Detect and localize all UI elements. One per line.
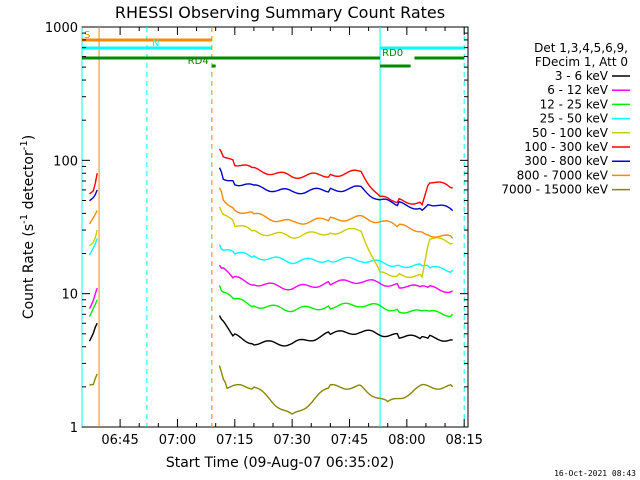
series-line-3-seg-1 — [218, 244, 454, 273]
series-line-1-seg-1 — [218, 264, 454, 294]
series-line-8-seg-1 — [218, 365, 454, 415]
status-bars: S N RD0 RD4 — [82, 30, 465, 68]
x-tick-label-2: 07:15 — [216, 433, 253, 448]
x-tick-label-5: 08:00 — [388, 433, 425, 448]
y-tick-label-0: 1 — [70, 421, 78, 436]
legend-label-5: 100 - 300 keV — [524, 140, 608, 154]
series-line-6-seg-1 — [218, 167, 454, 212]
y-tick-label-1: 10 — [61, 288, 78, 303]
x-tick-label-0: 06:45 — [101, 433, 138, 448]
series-lines — [88, 148, 454, 415]
axes: 1 10 100 1000 06:45 07:00 07:15 07:30 07:45 08:00… — [45, 21, 483, 448]
series-line-4-seg-1 — [218, 206, 454, 279]
x-tick-label-1: 07:00 — [159, 433, 196, 448]
legend-label-1: 6 - 12 keV — [547, 83, 609, 97]
x-tick-label-3: 07:30 — [273, 433, 310, 448]
series-line-8-seg-0 — [89, 373, 98, 386]
legend-label-2: 12 - 25 keV — [540, 97, 609, 111]
series-line-6-seg-0 — [89, 189, 98, 202]
series-line-7-seg-0 — [88, 210, 98, 225]
y-tick-label-2: 100 — [53, 154, 78, 169]
legend-label-8: 7000 - 15000 keV — [501, 183, 608, 197]
legend-header-line-2: FDecim 1, Att 0 — [535, 55, 628, 69]
legend-label-3: 25 - 50 keV — [540, 112, 609, 126]
x-tick-label-4: 07:45 — [331, 433, 368, 448]
series-line-2-seg-0 — [88, 299, 98, 317]
status-bar-label-1: N — [152, 38, 159, 49]
marker-lines — [81, 27, 465, 427]
x-axis-label: Start Time (09-Aug-07 06:35:02) — [166, 455, 394, 471]
footer-timestamp: 16-Oct-2021 08:43 — [554, 469, 636, 478]
x-tick-label-6: 08:15 — [445, 433, 482, 448]
series-line-0-seg-1 — [218, 315, 453, 347]
legend-label-0: 3 - 6 keV — [555, 69, 609, 83]
y-axis-label: Count Rate (s-1 detector-1) — [19, 135, 37, 319]
chart-title: RHESSI Observing Summary Count Rates — [115, 3, 445, 22]
plot-frame — [81, 26, 469, 428]
series-line-3-seg-0 — [88, 238, 98, 256]
y-tick-label-3: 1000 — [45, 21, 78, 36]
legend-label-4: 50 - 100 keV — [532, 126, 609, 140]
status-bar-label-0: S — [84, 30, 90, 41]
legend-label-6: 300 - 800 keV — [524, 154, 608, 168]
legend-header-line-1: Det 1,3,4,5,6,9, — [534, 41, 628, 55]
series-line-5-seg-0 — [89, 173, 98, 195]
series-line-2-seg-1 — [218, 285, 454, 318]
legend: Det 1,3,4,5,6,9, FDecim 1, Att 0 3 - 6 k… — [501, 41, 630, 197]
status-bar-label-6: RD4 — [188, 56, 209, 67]
series-line-5-seg-1 — [218, 148, 453, 207]
status-bar-label-3: RD0 — [382, 48, 403, 59]
series-line-4-seg-0 — [89, 229, 98, 247]
series-line-7-seg-1 — [218, 187, 454, 239]
series-line-0-seg-0 — [88, 322, 98, 342]
legend-label-7: 800 - 7000 keV — [517, 168, 609, 182]
series-line-1-seg-0 — [88, 287, 98, 310]
